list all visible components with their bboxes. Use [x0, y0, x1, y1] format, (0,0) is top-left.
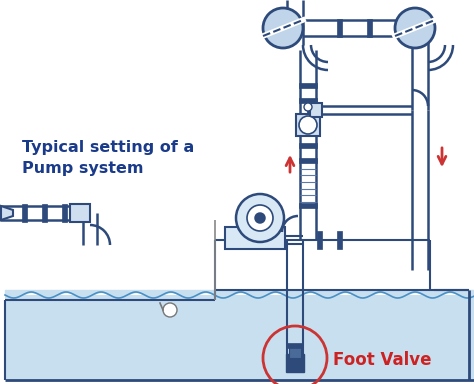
Circle shape — [247, 205, 273, 231]
Bar — [286, 354, 304, 372]
Circle shape — [263, 8, 303, 48]
Bar — [337, 231, 343, 249]
Bar — [5, 295, 474, 380]
Bar — [318, 231, 322, 249]
Bar — [337, 19, 343, 37]
Bar — [296, 114, 320, 136]
Bar — [287, 343, 303, 348]
Polygon shape — [1, 206, 13, 220]
Circle shape — [163, 303, 177, 317]
Circle shape — [395, 8, 435, 48]
Circle shape — [299, 116, 317, 134]
Bar — [289, 346, 301, 358]
Circle shape — [236, 194, 284, 242]
Bar — [299, 83, 317, 88]
Bar — [299, 98, 317, 103]
Bar — [367, 19, 373, 37]
Bar — [310, 103, 322, 117]
Text: Foot Valve: Foot Valve — [333, 351, 431, 369]
Bar — [299, 157, 317, 162]
Circle shape — [304, 103, 312, 111]
Bar — [22, 204, 27, 222]
Bar — [299, 202, 317, 207]
Text: Typical setting of a
Pump system: Typical setting of a Pump system — [22, 140, 194, 176]
Bar — [299, 142, 317, 147]
Bar — [70, 204, 90, 222]
Bar — [225, 227, 285, 249]
Bar — [43, 204, 47, 222]
Bar — [63, 204, 67, 222]
Circle shape — [256, 214, 264, 222]
